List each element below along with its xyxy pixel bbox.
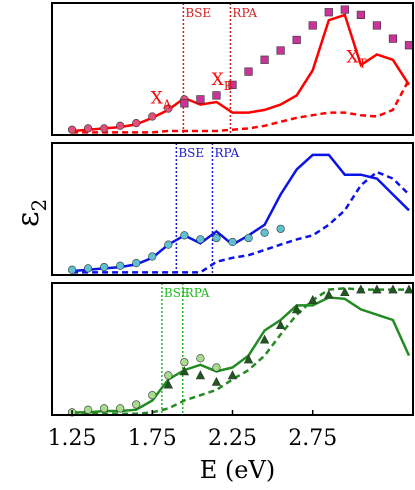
curve [72,170,410,274]
curve [71,13,411,133]
data-point [164,240,173,249]
data-point [195,370,206,380]
data-point [212,233,221,243]
x-tick-label: 2.25 [208,426,257,451]
data-point [196,354,205,363]
y-axis-label: ε2 [11,199,51,227]
panel-frame [51,282,414,416]
data-point [132,259,141,268]
data-point [83,124,93,133]
x-tick-label: 1.25 [48,426,97,451]
data-point [372,284,382,294]
data-point [259,334,270,344]
data-point [244,67,253,76]
data-point [83,405,93,414]
data-point [275,320,286,330]
x-axis-label: E (eV) [200,456,275,484]
curve [72,79,411,134]
data-point [100,404,109,413]
data-point [291,304,302,314]
marker-label: RPA [214,146,239,160]
data-point [243,354,254,364]
data-point [83,264,93,273]
marker-label: RPA [232,6,257,20]
data-point [164,104,173,113]
data-point [292,35,301,45]
annotation-text: X [151,88,164,108]
data-point [196,235,205,244]
data-point [132,400,141,409]
data-point [212,363,221,372]
data-point [260,55,269,64]
curve [72,287,409,415]
data-point [388,34,398,43]
data-point [179,366,190,376]
data-point [196,95,205,104]
data-point [276,46,285,55]
data-point [67,125,77,134]
data-point [132,119,141,128]
annotation: XB [212,70,233,93]
data-point [148,112,157,121]
data-point [324,289,334,299]
data-point [308,295,318,304]
data-point [244,233,253,243]
data-point [340,287,350,297]
curve [72,296,411,414]
data-point [260,228,269,237]
data-point [404,284,414,294]
data-point [404,41,414,50]
marker-label: RPA [185,286,210,300]
curve [71,153,410,273]
data-point [116,121,125,130]
data-point [227,370,238,380]
y-label-text: ε [11,211,46,227]
panel-frame [51,142,414,276]
y-label-subscript: 2 [27,199,51,212]
data-point [228,237,237,247]
data-point [116,261,125,270]
annotation-subscript: B [224,79,233,93]
data-point [163,379,174,389]
data-point [100,262,109,272]
data-point [180,358,189,367]
data-point [100,124,109,133]
annotation: XT [346,47,366,70]
data-point [116,404,125,413]
data-point [148,391,157,400]
marker-label: BSE [178,146,204,160]
annotation-text: X [346,47,359,67]
x-tick-label: 1.75 [128,426,177,451]
panel-frame [51,2,414,136]
annotation-text: X [212,70,225,90]
data-point [228,80,237,89]
data-point [308,21,317,30]
data-point [356,284,366,294]
data-point [356,10,365,19]
marker-label: BSE [185,6,211,20]
data-point [148,252,157,261]
data-point [212,91,221,100]
annotation: XA [151,88,172,111]
data-point [372,21,382,30]
annotation-subscript: A [162,97,172,111]
data-point [388,284,398,294]
data-point [276,224,285,233]
data-point [211,376,222,386]
data-point [340,5,349,14]
data-point [180,99,189,108]
data-point [67,265,77,274]
x-tick-label: 2.75 [288,426,337,451]
annotation-subscript: T [359,56,367,70]
data-point [324,8,333,17]
data-point [180,231,189,240]
data-point [164,371,173,380]
